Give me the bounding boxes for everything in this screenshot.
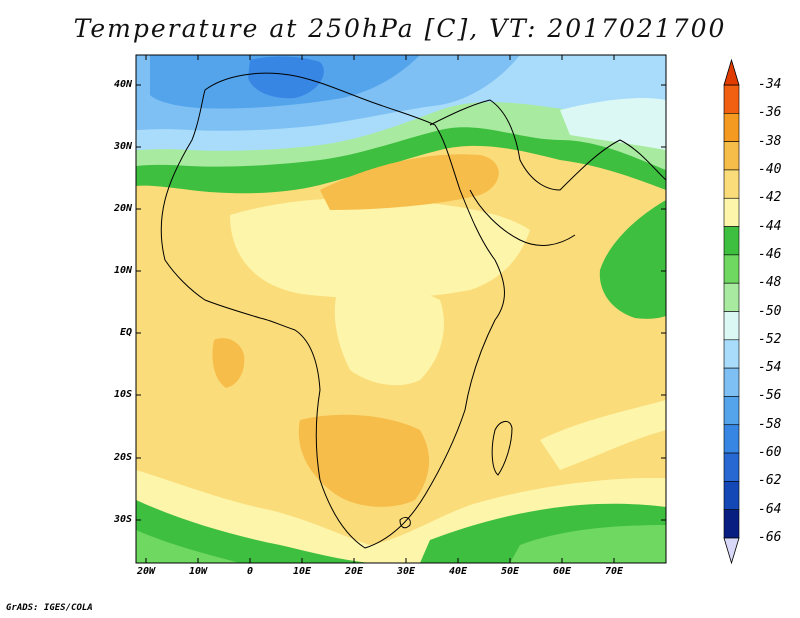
colorbar-swatch [723, 282, 740, 312]
colorbar-label: -48 [758, 275, 782, 291]
lat-label: 30S [113, 514, 132, 525]
lat-label: 40N [113, 79, 132, 90]
colorbar-swatch [723, 452, 740, 482]
coastlines [160, 72, 667, 549]
colorbar-swatch [723, 113, 740, 142]
colorbar-swatch [723, 481, 740, 510]
colorbar-swatch [723, 339, 740, 369]
colorbar-swatch [723, 396, 740, 426]
axis-ticks [136, 55, 666, 563]
colorbar-swatch [723, 141, 740, 171]
map-title: Temperature at 250hPa [C], VT: 201702170… [73, 14, 727, 43]
colorbar-swatch [723, 311, 740, 341]
lon-label: 20W [136, 566, 156, 577]
lon-label: 30E [396, 566, 416, 577]
colorbar-label: -38 [758, 133, 782, 149]
lon-label: 70E [604, 566, 624, 577]
lon-label: 0 [246, 566, 254, 577]
lat-label: 20N [113, 203, 132, 214]
credit-text: GrADS: IGES/COLA [6, 603, 93, 613]
colorbar-label: -66 [758, 530, 782, 545]
temperature-field [136, 55, 666, 563]
colorbar-swatch [723, 84, 740, 114]
colorbar-label: -58 [758, 416, 782, 432]
colorbar-label: -64 [758, 501, 782, 517]
colorbar-label: -44 [758, 218, 782, 234]
colorbar-label: -40 [758, 161, 782, 177]
lat-label: 10S [113, 389, 132, 400]
colorbar-label: -46 [758, 246, 782, 262]
colorbar-label: -34 [758, 77, 782, 92]
colorbar-label: -54 [758, 360, 782, 376]
colorbar [723, 84, 740, 539]
colorbar-bottom-arrow [723, 537, 740, 565]
lon-label: 60E [552, 566, 572, 577]
colorbar-top-arrow [723, 58, 740, 86]
colorbar-swatch [723, 424, 740, 454]
colorbar-swatch [723, 226, 740, 256]
colorbar-swatch [723, 169, 740, 199]
lat-label: EQ [119, 327, 132, 338]
lon-label: 40E [448, 566, 468, 577]
lon-label: 10E [292, 566, 312, 577]
colorbar-label: -52 [758, 331, 782, 347]
colorbar-label: -56 [758, 388, 782, 404]
colorbar-label: -50 [758, 303, 782, 319]
lat-label: 30N [113, 141, 132, 152]
lat-label: 10N [113, 265, 132, 276]
lon-label: 10W [188, 566, 208, 577]
colorbar-swatch [723, 197, 740, 227]
map-frame [135, 54, 667, 564]
colorbar-label: -60 [758, 445, 782, 461]
lon-label: 50E [500, 566, 520, 577]
lon-label: 20E [344, 566, 364, 577]
colorbar-label: -62 [758, 473, 782, 489]
colorbar-label: -36 [758, 105, 782, 121]
colorbar-swatch [723, 367, 740, 397]
lat-label: 20S [113, 452, 132, 463]
colorbar-label: -42 [758, 190, 782, 206]
colorbar-swatch [723, 254, 740, 284]
colorbar-swatch [723, 509, 740, 539]
